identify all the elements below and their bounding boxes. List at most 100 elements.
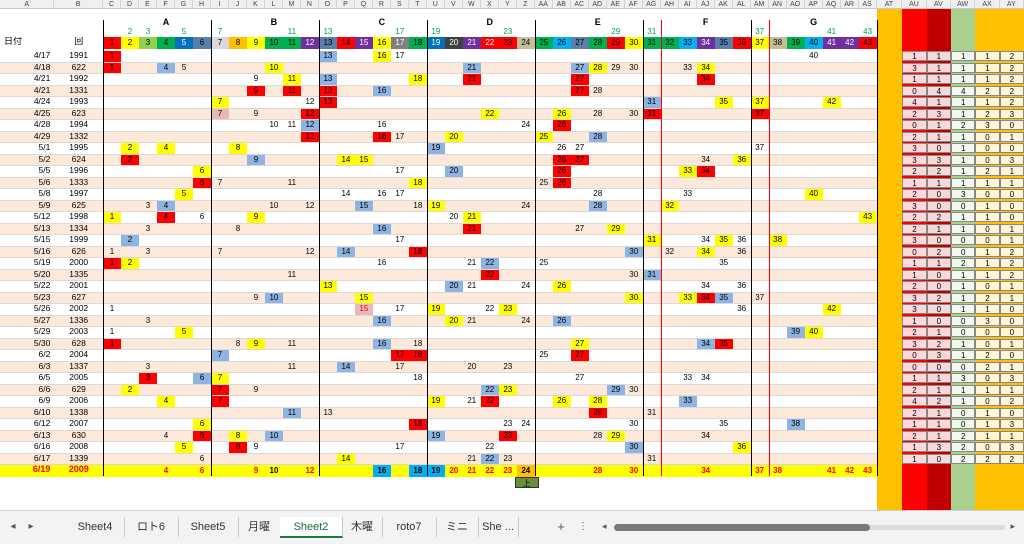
number-cell[interactable]: 33 [683,373,693,382]
number-cell[interactable]: 30 [629,108,639,118]
number-cell[interactable]: 15 [354,154,373,165]
number-cell[interactable]: 5 [181,62,187,72]
column-header-z[interactable]: Z [516,0,535,9]
column-header-x[interactable]: X [480,0,499,9]
number-cell[interactable]: 30 [629,419,639,428]
number-cell[interactable]: 22 [485,304,495,313]
column-header-av[interactable]: AV [926,0,951,9]
number-cell[interactable]: 27 [575,373,585,382]
number-cell[interactable]: 22 [480,269,499,280]
number-cell[interactable]: 23 [498,384,517,395]
number-cell[interactable]: 22 [485,442,495,451]
number-cell[interactable]: 21 [467,396,477,405]
number-cell[interactable]: 18 [413,200,423,210]
number-cell[interactable]: 30 [624,292,643,303]
number-cell[interactable]: 28 [588,200,607,211]
column-header-b[interactable]: B [54,0,104,9]
number-cell[interactable]: 14 [336,246,355,257]
sheet-tab[interactable]: Sheet2 [280,517,343,538]
column-header-n[interactable]: N [300,0,319,9]
number-cell[interactable]: 4 [157,212,175,223]
sheet-tab[interactable]: Sheet4 [66,517,125,537]
number-cell[interactable]: 6 [199,453,205,463]
number-cell[interactable]: 2 [121,235,140,246]
column-header-ac[interactable]: AC [570,0,589,9]
number-cell[interactable]: 34 [696,166,715,177]
number-cell[interactable]: 3 [145,223,151,233]
number-cell[interactable]: 1 [103,258,122,269]
number-cell[interactable]: 18 [413,338,423,348]
number-cell[interactable]: 29 [606,384,625,395]
number-cell[interactable]: 20 [444,131,463,142]
column-header-ax[interactable]: AX [975,0,1000,9]
number-cell[interactable]: 33 [683,189,693,198]
number-cell[interactable]: 31 [642,235,661,246]
column-header-a[interactable]: A [0,0,55,9]
number-cell[interactable]: 5 [175,327,193,338]
number-cell[interactable]: 31 [642,97,661,108]
number-cell[interactable]: 37 [755,292,765,302]
add-sheet-button[interactable]: + [557,519,565,534]
number-cell[interactable]: 21 [462,223,481,234]
number-cell[interactable]: 31 [642,269,661,280]
number-cell[interactable]: 20 [444,281,463,292]
number-cell[interactable]: 33 [678,292,697,303]
number-cell[interactable]: 7 [210,350,229,361]
number-cell[interactable]: 27 [570,154,589,165]
number-cell[interactable]: 36 [737,281,747,290]
final-number-cell[interactable]: 18 [408,465,427,477]
number-cell[interactable]: 28 [593,430,603,440]
number-cell[interactable]: 35 [719,258,729,267]
number-cell[interactable]: 26 [552,154,571,165]
number-cell[interactable]: 17 [395,235,405,244]
column-header-ad[interactable]: AD [588,0,607,9]
column-header-ah[interactable]: AH [660,0,679,9]
number-cell[interactable]: 12 [300,108,319,119]
sheet-tab[interactable]: 木曜 [342,517,383,537]
number-cell[interactable]: 31 [647,407,657,417]
number-cell[interactable]: 15 [354,304,373,315]
column-header-ak[interactable]: AK [714,0,733,9]
number-cell[interactable]: 18 [408,419,427,430]
number-cell[interactable]: 17 [395,166,405,175]
number-cell[interactable]: 22 [480,258,499,269]
number-cell[interactable]: 14 [336,154,355,165]
number-cell[interactable]: 21 [467,453,477,463]
final-number-cell[interactable]: 41 [827,466,837,475]
number-cell[interactable]: 26 [552,177,571,188]
number-cell[interactable]: 16 [372,51,391,62]
number-cell[interactable]: 8 [235,223,241,233]
column-header-ar[interactable]: AR [840,0,859,9]
number-cell[interactable]: 9 [253,108,259,118]
number-cell[interactable]: 8 [228,430,247,441]
number-cell[interactable]: 2 [121,143,140,154]
number-cell[interactable]: 17 [395,304,405,313]
final-number-cell[interactable]: 23 [503,466,513,475]
number-cell[interactable]: 36 [732,442,751,453]
number-cell[interactable]: 26 [552,281,571,292]
column-header-g[interactable]: G [175,0,193,9]
number-cell[interactable]: 25 [539,177,549,187]
number-cell[interactable]: 38 [768,235,787,246]
final-number-cell[interactable]: 30 [629,466,639,475]
number-cell[interactable]: 4 [157,143,175,154]
number-cell[interactable]: 21 [467,315,477,325]
number-cell[interactable]: 19 [426,200,445,211]
number-cell[interactable]: 35 [719,419,729,428]
number-cell[interactable]: 3 [145,200,151,210]
number-cell[interactable]: 21 [462,74,481,85]
number-cell[interactable]: 6 [192,177,211,188]
number-cell[interactable]: 3 [139,373,157,384]
number-cell[interactable]: 29 [611,62,621,72]
number-cell[interactable]: 29 [606,223,625,234]
number-cell[interactable]: 30 [629,269,639,279]
number-cell[interactable]: 7 [210,384,229,395]
number-cell[interactable]: 24 [521,200,531,210]
column-header-ae[interactable]: AE [606,0,625,9]
number-cell[interactable]: 20 [467,361,477,371]
number-cell[interactable]: 18 [408,246,427,257]
number-cell[interactable]: 13 [318,281,337,292]
number-cell[interactable]: 2 [121,154,140,165]
number-cell[interactable]: 10 [264,430,283,441]
number-cell[interactable]: 37 [750,97,769,108]
